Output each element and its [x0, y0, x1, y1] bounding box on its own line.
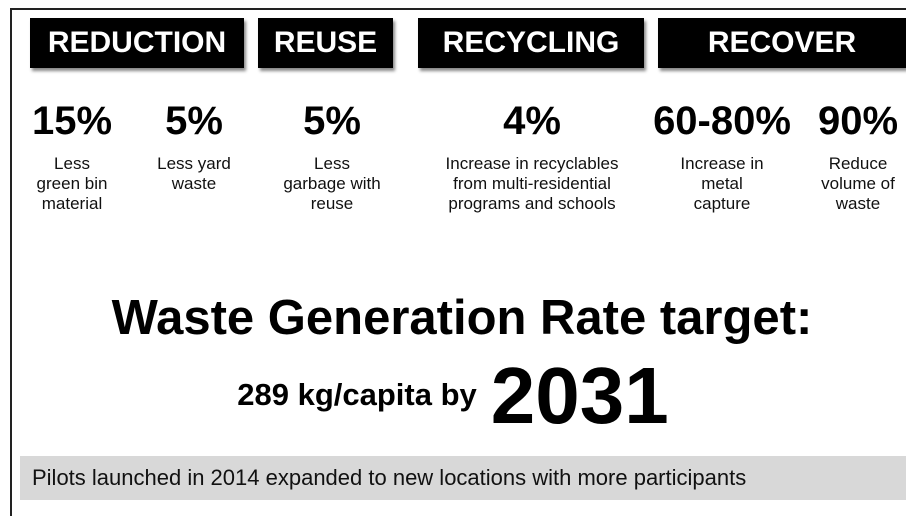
description-line: from multi-residential	[453, 174, 611, 193]
description-line: garbage with	[283, 174, 381, 193]
stat-description: Less green bin material	[0, 154, 192, 214]
description-line: waste	[835, 194, 881, 213]
stat-value: 90%	[817, 99, 899, 143]
header: REDUCTION	[30, 18, 244, 68]
stat-value: 4%	[503, 99, 561, 143]
stat-value: 5%	[303, 99, 361, 143]
stat: 4% Increase in recyclables from multi-resi…	[412, 96, 652, 214]
stat-description: Less garbage with reuse	[212, 154, 452, 214]
stat: 5% Less yard waste	[74, 96, 314, 194]
description-line: Reduce	[828, 154, 888, 173]
stat-value: 5%	[165, 99, 223, 143]
description-line: Increase in recyclables	[445, 154, 619, 173]
stat-description: Increase in metal capture	[602, 154, 842, 214]
description-line: material	[41, 194, 103, 213]
stat-description: Increase in recyclables from multi-reside…	[412, 154, 652, 214]
stat: 60-80% Increase in metal capture	[602, 96, 842, 214]
description-line: Less yard	[157, 154, 231, 173]
description-line: reuse	[310, 194, 354, 213]
stat: 15% Less green bin material	[0, 96, 192, 214]
header: REUSE	[258, 18, 393, 68]
header: RECYCLING	[418, 18, 644, 68]
stat: 5% Less garbage with reuse	[212, 96, 452, 214]
description-line: capture	[693, 194, 751, 213]
description-line: green bin	[36, 174, 108, 193]
description-line: volume of	[821, 174, 895, 193]
target-line: 289 kg/capita by 2031	[0, 350, 906, 442]
stat: 90% Reduce volume of waste	[738, 96, 906, 214]
description-line: programs and schools	[448, 194, 616, 213]
description-line: Less	[314, 154, 350, 173]
stat-description: Reduce volume of waste	[738, 154, 906, 214]
stat-value: 15%	[31, 99, 113, 143]
description-line: metal	[701, 174, 743, 193]
description-line: waste	[171, 174, 217, 193]
stat-value: 60-80%	[653, 99, 791, 143]
description-line: Less	[54, 154, 90, 173]
target-text: 289 kg/capita by	[237, 377, 477, 412]
target-year: 2031	[490, 351, 669, 440]
target-title: Waste Generation Rate target:	[111, 291, 813, 345]
footer: Pilots launched in 2014 expanded to new …	[20, 456, 906, 500]
frame	[10, 8, 906, 516]
description-line: Increase in	[680, 154, 764, 173]
header: RECOVER	[658, 18, 906, 68]
stat-description: Less yard waste	[74, 154, 314, 194]
